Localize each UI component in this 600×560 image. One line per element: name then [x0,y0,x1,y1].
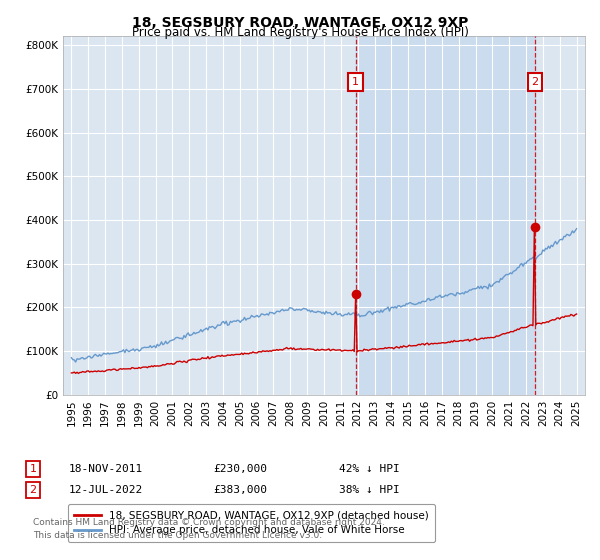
Text: 18-NOV-2011: 18-NOV-2011 [69,464,143,474]
Text: 12-JUL-2022: 12-JUL-2022 [69,485,143,495]
Text: Price paid vs. HM Land Registry's House Price Index (HPI): Price paid vs. HM Land Registry's House … [131,26,469,39]
Text: Contains HM Land Registry data © Crown copyright and database right 2024.
This d: Contains HM Land Registry data © Crown c… [33,518,385,539]
Text: £383,000: £383,000 [213,485,267,495]
Bar [356,36,535,395]
Text: 2: 2 [29,485,37,495]
Text: 2: 2 [532,77,539,87]
Text: 1: 1 [352,77,359,87]
Text: £230,000: £230,000 [213,464,267,474]
Legend: 18, SEGSBURY ROAD, WANTAGE, OX12 9XP (detached house), HPI: Average price, detac: 18, SEGSBURY ROAD, WANTAGE, OX12 9XP (de… [68,504,435,542]
Text: 1: 1 [29,464,37,474]
Text: 42% ↓ HPI: 42% ↓ HPI [339,464,400,474]
Text: 18, SEGSBURY ROAD, WANTAGE, OX12 9XP: 18, SEGSBURY ROAD, WANTAGE, OX12 9XP [132,16,468,30]
Text: 38% ↓ HPI: 38% ↓ HPI [339,485,400,495]
